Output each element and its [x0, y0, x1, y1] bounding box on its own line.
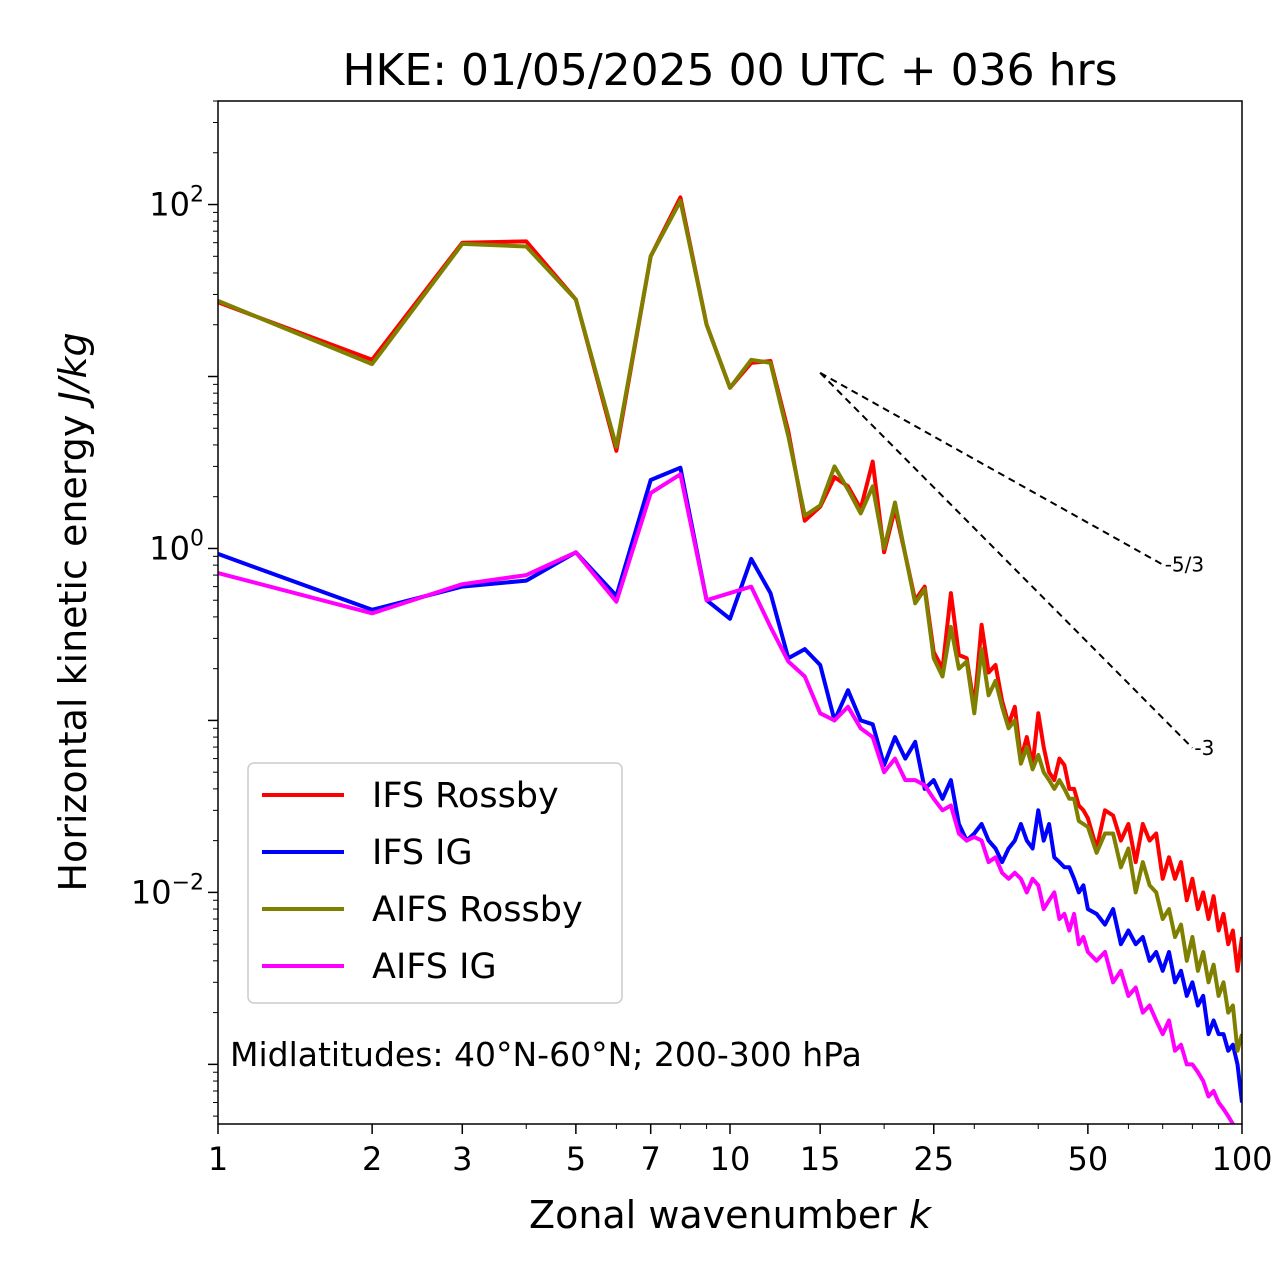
legend-box: [247, 762, 623, 1004]
x-axis-label-var: k: [909, 1193, 933, 1237]
y-tick-exponent: 0: [190, 526, 204, 551]
x-tick-label: 5: [566, 1140, 586, 1178]
x-tick-label: 7: [641, 1140, 661, 1178]
y-tick-exponent: −2: [172, 870, 204, 895]
x-tick-label: 10: [710, 1140, 751, 1178]
legend-entries: IFS Rossby IFS IG AIFS Rossby AIFS IG: [262, 776, 583, 987]
x-tick-label: 3: [452, 1140, 472, 1178]
y-tick-label: 102: [149, 183, 204, 224]
plot-frame: [217, 100, 1243, 1125]
series-layer: [218, 195, 1242, 1124]
legend: IFS Rossby IFS IG AIFS Rossby AIFS IG: [247, 762, 623, 1004]
reference-slope-line-1: [819, 371, 1164, 566]
x-tick-label: 1: [208, 1140, 228, 1178]
x-tick-label: 25: [913, 1140, 954, 1178]
reference-slope-line-2: [819, 372, 1194, 749]
y-tick-base: 10: [131, 873, 172, 911]
legend-label-3: AIFS Rossby: [372, 890, 583, 930]
legend-label-1: IFS Rossby: [372, 776, 559, 816]
y-tick-exponent: 2: [190, 183, 204, 208]
y-tick-label: 100: [149, 526, 204, 567]
region-annotation: Midlatitudes: 40°N-60°N; 200-300 hPa: [230, 1035, 862, 1074]
x-tick-label: 100: [1211, 1140, 1272, 1178]
y-tick-label: 10−2: [131, 870, 204, 911]
x-tick-label: 2: [362, 1140, 382, 1178]
legend-label-2: IFS IG: [372, 833, 473, 873]
reference-slopes: -5/3 -3: [819, 371, 1214, 760]
y-axis-label: Horizontal kinetic energy J/kg: [51, 332, 95, 891]
y-axis-label-text: Horizontal kinetic energy: [51, 415, 95, 892]
series-line-2: [218, 465, 1242, 1103]
x-tick-label: 50: [1068, 1140, 1109, 1178]
reference-slope-label-1: -5/3: [1165, 553, 1204, 577]
x-axis-label: Zonal wavenumber k: [529, 1193, 933, 1237]
x-axis-label-text: Zonal wavenumber: [529, 1193, 897, 1237]
y-tick-base: 10: [149, 186, 190, 224]
x-tick-label: 15: [800, 1140, 841, 1178]
series-line-4: [218, 472, 1236, 1124]
legend-label-4: AIFS IG: [372, 947, 497, 987]
y-tick-base: 10: [149, 529, 190, 567]
series-line-3: [218, 198, 1242, 1053]
y-axis-label-unit: J/kg: [51, 332, 95, 409]
chart-title: HKE: 01/05/2025 00 UTC + 036 hrs: [342, 45, 1117, 96]
reference-slope-label-2: -3: [1194, 736, 1214, 760]
